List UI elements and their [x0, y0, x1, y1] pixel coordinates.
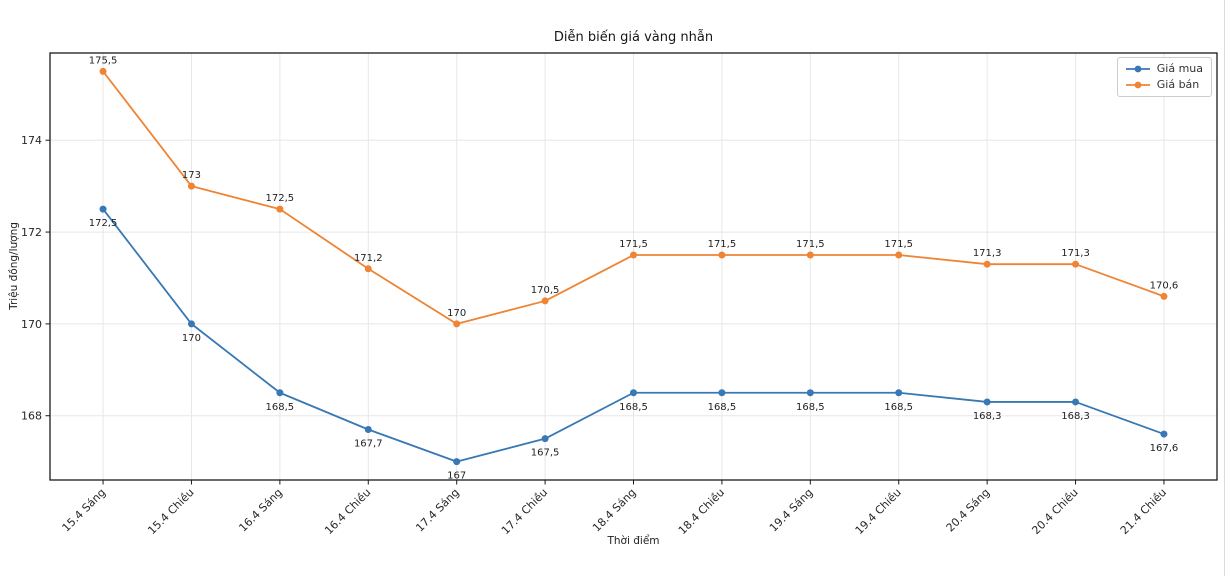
data-point-marker — [276, 205, 284, 213]
legend-marker-0 — [1134, 65, 1142, 72]
axis-ticks — [45, 139, 1165, 485]
gridlines — [50, 53, 1217, 480]
y-tick-label: 172 — [21, 226, 42, 239]
data-point-label: 170,5 — [531, 285, 560, 296]
x-tick-label: 15.4 Sáng — [60, 486, 109, 535]
x-tick-label: 17.4 Sáng — [413, 486, 462, 535]
x-tick-label: 15.4 Chiều — [145, 486, 196, 537]
y-axis-label: Triệu đồng/lượng — [8, 222, 20, 310]
data-point-label: 171,3 — [1061, 248, 1090, 259]
legend-entry-gia-mua: Giá mua — [1125, 62, 1203, 75]
x-tick-label: 19.4 Sáng — [767, 486, 816, 535]
data-point-marker — [1072, 398, 1080, 406]
x-tick-label: 16.4 Sáng — [236, 486, 285, 535]
data-point-marker — [1160, 430, 1168, 438]
data-point-label: 170 — [447, 308, 466, 319]
data-point-marker — [1160, 292, 1168, 300]
data-point-label: 171,3 — [973, 248, 1002, 259]
y-tick-label: 174 — [21, 134, 42, 147]
legend-line-marker-icon — [1125, 81, 1150, 88]
chart-title: Diễn biến giá vàng nhẫn — [553, 30, 714, 45]
data-point-label: 170 — [182, 333, 201, 344]
legend-label: Giá bán — [1156, 78, 1200, 91]
x-tick-label: 16.4 Chiều — [322, 486, 373, 537]
x-axis-label: Thời điểm — [607, 535, 660, 547]
data-point-marker — [364, 425, 372, 433]
data-point-marker — [718, 251, 726, 259]
x-tick-labels: 15.4 Sáng 15.4 Chiều 16.4 Sáng 16.4 Chiều 17… — [60, 486, 1169, 537]
data-point-marker — [630, 389, 637, 397]
data-point-marker — [99, 205, 107, 213]
series-gia-ban: 175,5 173 172,5 171,2 170 170,5 171,5 171,5 171,… — [89, 55, 1179, 328]
legend-label: Giá mua — [1156, 62, 1203, 75]
data-point-marker — [541, 297, 549, 305]
data-point-label: 171,5 — [619, 239, 648, 250]
x-tick-label: 18.4 Chiều — [676, 486, 727, 537]
x-tick-label: 17.4 Chiều — [499, 486, 550, 537]
data-point-label: 167 — [447, 471, 466, 482]
x-tick-label: 21.4 Chiều — [1118, 486, 1169, 537]
legend-entry-gia-ban: Giá bán — [1125, 78, 1203, 91]
legend: Giá mua Giá bán — [1116, 57, 1212, 97]
data-point-marker — [364, 265, 372, 273]
data-point-marker — [983, 260, 991, 268]
data-point-marker — [541, 435, 549, 443]
data-point-marker — [806, 389, 814, 397]
legend-marker-1 — [1134, 81, 1142, 88]
x-tick-label: 19.4 Chiều — [853, 486, 904, 537]
x-tick-label: 20.4 Sáng — [944, 486, 993, 535]
x-tick-label: 18.4 Sáng — [590, 486, 639, 535]
data-point-label: 168,5 — [266, 402, 295, 413]
data-point-label: 168,3 — [973, 411, 1002, 422]
data-point-label: 172,5 — [266, 193, 295, 204]
data-point-marker — [630, 251, 637, 259]
data-point-marker — [276, 389, 284, 397]
x-tick-label: 20.4 Chiều — [1029, 486, 1080, 537]
series-gia-mua: 172,5 170 168,5 167,7 167 167,5 168,5 168,5 168,… — [89, 205, 1179, 482]
data-point-label: 171,5 — [884, 239, 913, 250]
legend-line-marker-icon — [1125, 65, 1150, 72]
data-point-label: 167,7 — [354, 438, 383, 449]
data-point-label: 167,5 — [531, 448, 560, 459]
data-point-marker — [187, 320, 195, 328]
data-point-marker — [718, 389, 726, 397]
data-point-label: 171,2 — [354, 253, 383, 264]
data-point-label: 168,5 — [708, 402, 737, 413]
data-point-marker — [895, 389, 903, 397]
data-point-label: 168,3 — [1061, 411, 1090, 422]
y-tick-label: 170 — [21, 318, 42, 331]
data-point-marker — [453, 458, 461, 466]
data-point-marker — [983, 398, 991, 406]
data-point-marker — [1072, 260, 1080, 268]
data-point-marker — [453, 320, 461, 328]
page-edge-line — [1224, 0, 1225, 576]
data-point-marker — [806, 251, 814, 259]
data-point-label: 171,5 — [796, 239, 825, 250]
data-point-label: 168,5 — [884, 402, 913, 413]
y-tick-labels: 168 170 172 174 — [21, 134, 42, 422]
data-point-label: 168,5 — [796, 402, 825, 413]
data-point-marker — [99, 67, 107, 75]
data-point-marker — [187, 182, 195, 190]
data-point-label: 167,6 — [1150, 443, 1179, 454]
y-tick-label: 168 — [21, 410, 42, 423]
data-point-marker — [895, 251, 903, 259]
data-point-label: 168,5 — [619, 402, 648, 413]
data-point-label: 170,6 — [1150, 280, 1179, 291]
data-point-label: 175,5 — [89, 55, 118, 66]
data-point-label: 173 — [182, 170, 201, 181]
data-point-label: 172,5 — [89, 218, 118, 229]
data-point-label: 171,5 — [708, 239, 737, 250]
